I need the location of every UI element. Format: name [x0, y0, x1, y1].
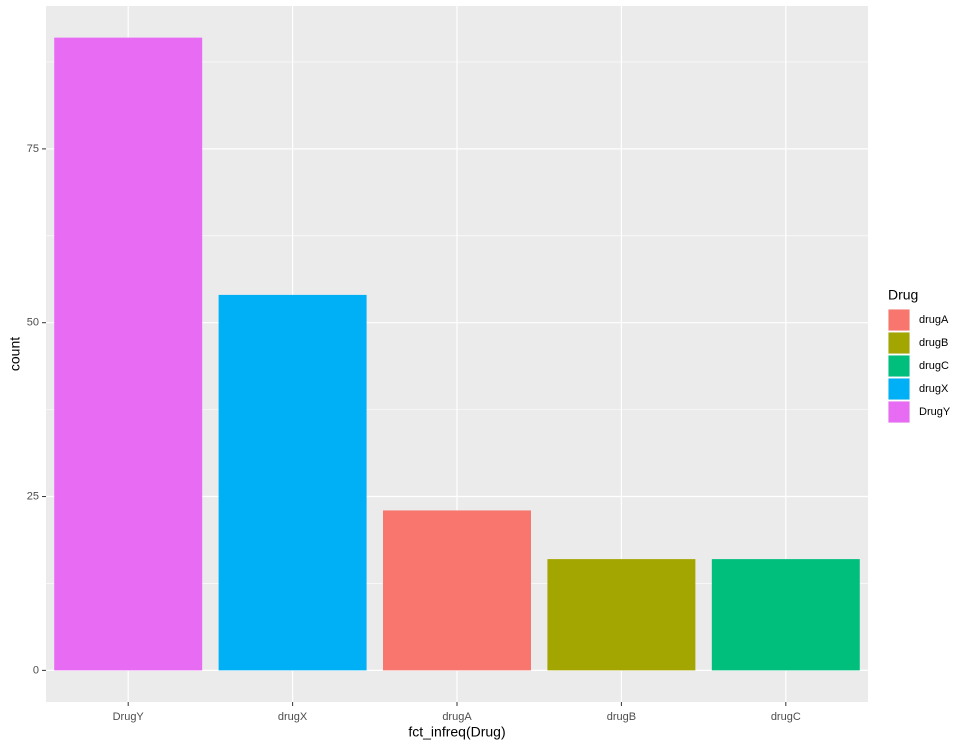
y-tick-label: 75: [27, 143, 39, 155]
x-tick-label: DrugY: [113, 711, 145, 723]
x-tick-label: drugB: [607, 711, 636, 723]
legend-label: drugB: [919, 337, 948, 349]
y-tick-label: 50: [27, 317, 39, 329]
bar: [711, 559, 860, 671]
legend-swatch: [888, 355, 910, 377]
x-tick-label: drugC: [771, 711, 801, 723]
y-tick-label: 0: [33, 664, 39, 676]
legend-label: drugA: [919, 314, 949, 326]
legend-label: DrugY: [919, 406, 951, 418]
legend-title: Drug: [888, 287, 918, 303]
legend-label: drugX: [919, 383, 949, 395]
legend-swatch: [888, 401, 910, 423]
legend-swatch: [888, 309, 910, 331]
bar: [54, 37, 203, 671]
legend-swatch: [888, 332, 910, 354]
x-tick-label: drugX: [278, 711, 308, 723]
x-tick-label: drugA: [442, 711, 472, 723]
bar: [218, 294, 367, 671]
legend-swatch: [888, 378, 910, 400]
bar: [383, 510, 531, 671]
y-axis-label: count: [7, 337, 23, 371]
y-tick-label: 25: [27, 490, 39, 502]
x-axis-label: fct_infreq(Drug): [408, 724, 505, 740]
legend-label: drugC: [919, 360, 949, 372]
bar: [547, 559, 696, 671]
